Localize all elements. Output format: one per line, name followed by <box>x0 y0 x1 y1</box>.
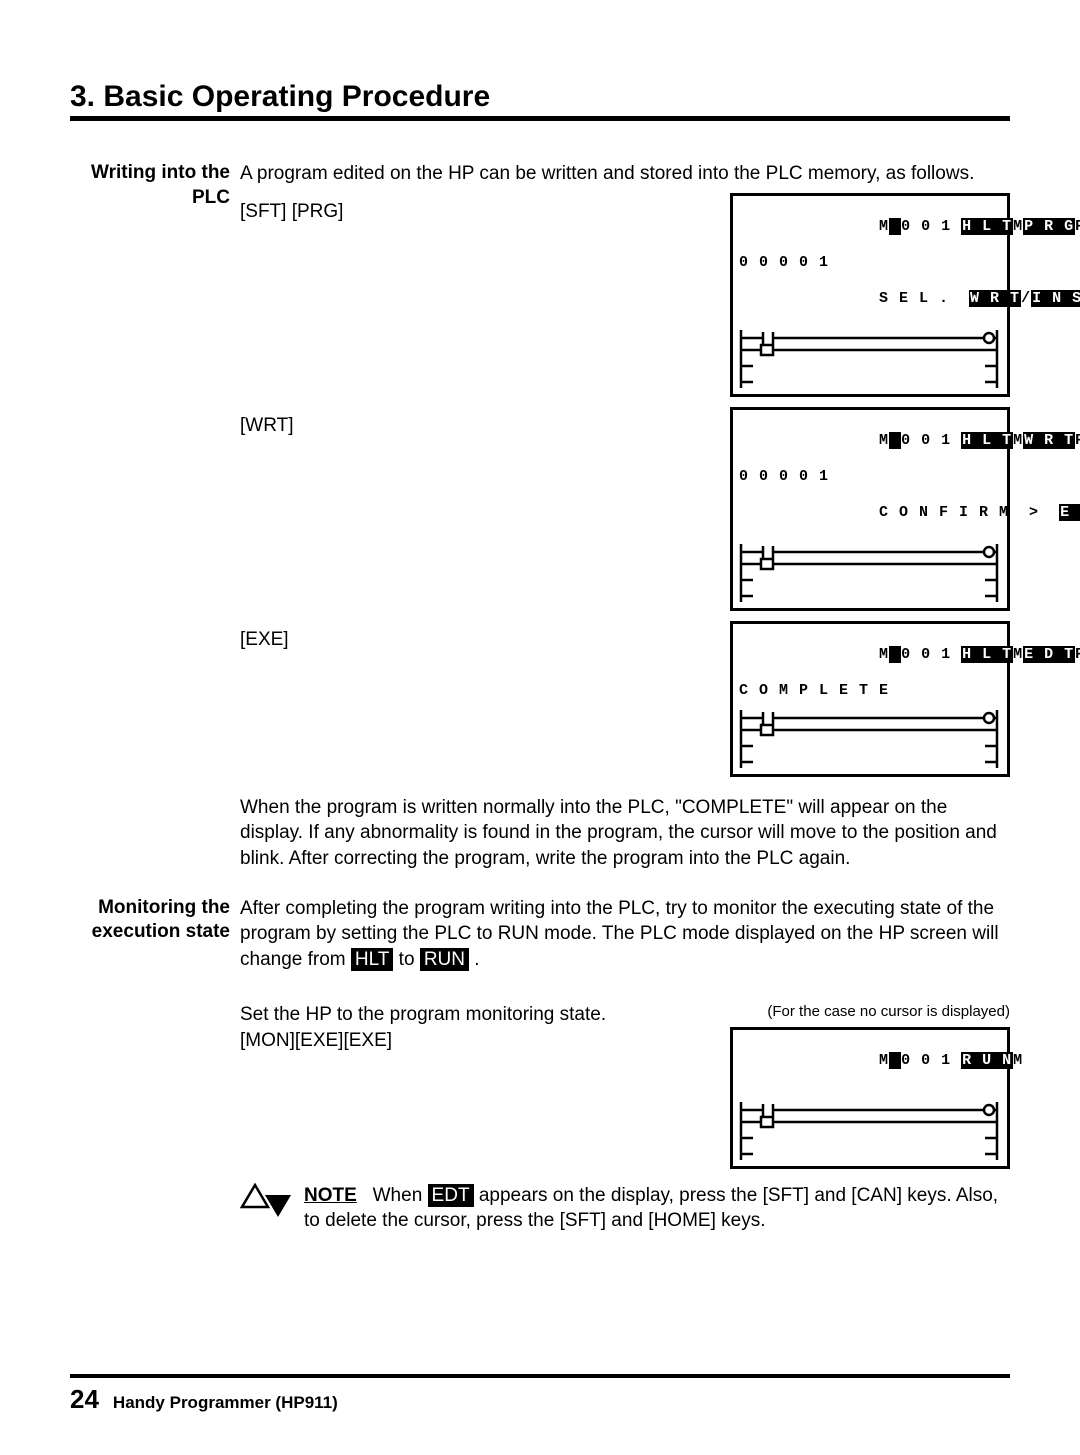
note-a: When <box>373 1185 423 1206</box>
lcd2-m: M <box>1013 432 1023 449</box>
mon-caption: (For the case no cursor is displayed) <box>710 1002 1010 1022</box>
lcd2-l2: 0 0 0 0 1 <box>739 468 1001 486</box>
lcd2-hlt: H L T <box>961 432 1013 449</box>
lcd1-s1: / <box>1021 290 1031 307</box>
lcd2-l3a: C O N F I R M > <box>879 504 1059 521</box>
lcd3-hlt: H L T <box>961 646 1013 663</box>
section-title: 3. Basic Operating Procedure <box>70 80 1010 121</box>
step2-keys: [WRT] <box>240 407 440 439</box>
lcd1-l3a: S E L . <box>879 290 969 307</box>
mon-hlt-badge: HLT <box>351 948 393 971</box>
lcd-display-1: M 0 0 1 H L TMP R GP G 0 0 0 0 1 S E L .… <box>730 193 1010 397</box>
lcd3-mode: E D T <box>1023 646 1075 663</box>
lcd2-l1b: 0 0 1 <box>901 432 951 449</box>
writing-intro: A program edited on the HP can be writte… <box>240 161 1010 187</box>
ladder-2 <box>739 544 1001 602</box>
lcd-display-3: M 0 0 1 H L TME D TP G C O M P L E T E <box>730 621 1010 777</box>
lcd1-l2: 0 0 0 0 1 <box>739 254 1001 272</box>
mon-step-keys: [MON][EXE][EXE] <box>240 1028 710 1054</box>
footer-page: 24 <box>70 1384 99 1415</box>
mon-run-badge: RUN <box>420 948 469 971</box>
lcd3-pg: P G <box>1075 646 1080 663</box>
lcd-display-4: M 0 0 1 R U NM P G <box>730 1027 1010 1169</box>
note-label: NOTE <box>304 1185 357 1206</box>
step3-keys: [EXE] <box>240 621 440 653</box>
lcd1-wrt: W R T <box>969 290 1021 307</box>
lcd4-m: M <box>1013 1052 1023 1069</box>
lcd4-l1b: 0 0 1 <box>901 1052 951 1069</box>
footer: 24 Handy Programmer (HP911) <box>70 1374 1010 1415</box>
ladder-3 <box>739 710 1001 768</box>
lcd1-mode: P R G <box>1023 218 1075 235</box>
mon-intro-b: to <box>399 949 415 970</box>
lcd2-mode: W R T <box>1023 432 1075 449</box>
note-icon <box>240 1183 294 1227</box>
monitoring-side-label: Monitoring the execution state <box>70 896 240 945</box>
monitoring-section: Monitoring the execution state After com… <box>70 896 1010 1234</box>
lcd1-m: M <box>1013 218 1023 235</box>
mon-intro-c: . <box>474 949 479 970</box>
writing-section: Writing into the PLC A program edited on… <box>70 161 1010 890</box>
lcd2-l1a: M <box>879 432 889 449</box>
monitoring-intro: After completing the program writing int… <box>240 896 1010 973</box>
lcd4-run: R U N <box>961 1052 1013 1069</box>
lcd-display-2: M 0 0 1 H L TMW R TP G 0 0 0 0 1 C O N F… <box>730 407 1010 611</box>
ladder-1 <box>739 330 1001 388</box>
lcd3-l1b: 0 0 1 <box>901 646 951 663</box>
lcd3-l1a: M <box>879 646 889 663</box>
mon-step-text: Set the HP to the program monitoring sta… <box>240 1002 710 1028</box>
lcd3-l2: C O M P L E T E <box>739 682 1001 700</box>
lcd4-l1a: M <box>879 1052 889 1069</box>
lcd2-pg: P G <box>1075 432 1080 449</box>
lcd2-exe: E X E <box>1059 504 1080 521</box>
footer-text: Handy Programmer (HP911) <box>113 1393 338 1413</box>
lcd1-l1a: M <box>879 218 889 235</box>
writing-after: When the program is written normally int… <box>240 795 1010 872</box>
step1-keys: [SFT] [PRG] <box>240 193 440 225</box>
lcd1-pg: P G <box>1075 218 1080 235</box>
lcd1-hlt: H L T <box>961 218 1013 235</box>
lcd1-ins: I N S <box>1031 290 1080 307</box>
lcd3-m: M <box>1013 646 1023 663</box>
note-row: NOTE When EDT appears on the display, pr… <box>240 1183 1010 1234</box>
writing-side-label: Writing into the PLC <box>70 161 240 210</box>
ladder-4 <box>739 1102 1001 1160</box>
note-edt-badge: EDT <box>428 1184 474 1207</box>
lcd1-l1b: 0 0 1 <box>901 218 951 235</box>
